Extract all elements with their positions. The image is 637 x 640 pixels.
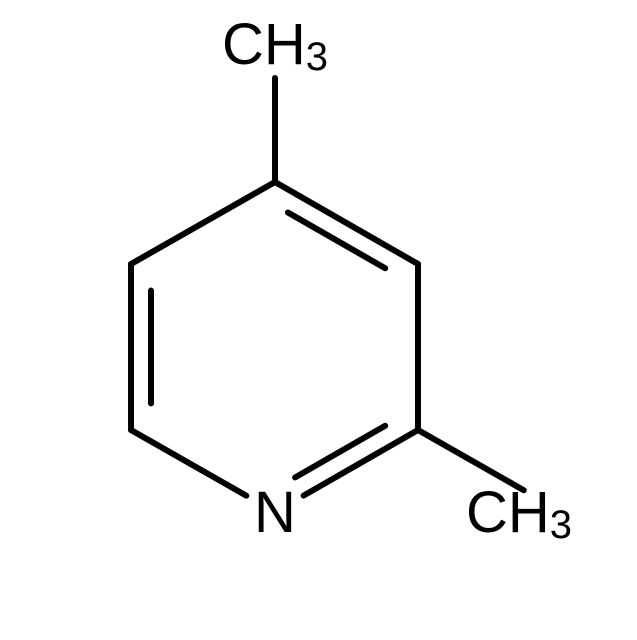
- atom-label-N: N: [254, 480, 296, 545]
- molecule-diagram: NCH3CH3: [0, 0, 637, 640]
